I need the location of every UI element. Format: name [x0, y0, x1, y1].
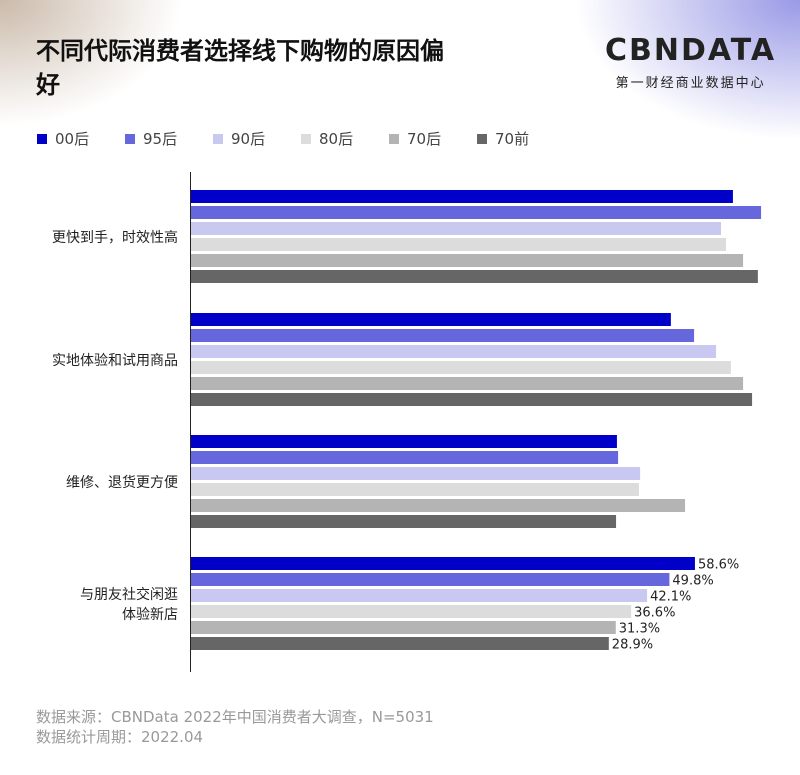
bar — [191, 499, 686, 512]
bar — [191, 377, 744, 390]
legend-item: 70后 — [389, 128, 477, 149]
bar — [191, 467, 641, 480]
bar — [191, 483, 639, 496]
legend-item: 80后 — [301, 128, 389, 149]
period-note: 数据统计周期：2022.04 — [36, 728, 204, 746]
bar — [191, 206, 762, 219]
bar — [191, 605, 632, 618]
legend-swatch — [301, 133, 311, 144]
legend-swatch — [37, 133, 47, 144]
cbndata-logo: CBNDATA 第一财经商业数据中心 — [605, 33, 777, 92]
bar — [191, 190, 733, 203]
category-label-line: 与朋友社交闲逛 — [80, 587, 178, 603]
bar — [191, 313, 671, 326]
data-label: 42.1% — [650, 590, 691, 605]
category-label-line: 更快到手，时效性高 — [52, 230, 178, 246]
bar — [191, 637, 609, 650]
logo-tagline: 第一财经商业数据中心 — [615, 76, 766, 91]
legend-label: 95后 — [143, 130, 178, 148]
source-note: 数据来源：CBNData 2022年中国消费者大调查，N=5031 — [36, 708, 434, 726]
legend: 00后 95后 90后 80后 70后 70前 — [37, 128, 565, 149]
bar — [191, 515, 617, 528]
bar — [191, 573, 670, 586]
bar — [191, 393, 753, 406]
legend-swatch — [213, 133, 223, 144]
bar — [191, 329, 695, 342]
legend-swatch — [477, 133, 487, 144]
bar — [191, 254, 744, 267]
bar — [191, 238, 726, 251]
category-label-line: 体验新店 — [122, 607, 178, 623]
data-label: 58.6% — [698, 558, 739, 573]
bar — [191, 345, 717, 358]
legend-item: 70前 — [477, 128, 565, 149]
legend-label: 70前 — [495, 130, 530, 148]
category-label: 更快到手，时效性高 — [52, 228, 178, 248]
footer: 数据来源：CBNData 2022年中国消费者大调查，N=5031 数据统计周期… — [36, 707, 434, 747]
bar — [191, 557, 695, 570]
category-label-line: 维修、退货更方便 — [66, 475, 178, 491]
category-label: 实地体验和试用商品 — [52, 351, 178, 371]
legend-swatch — [389, 133, 399, 144]
legend-label: 00后 — [55, 130, 90, 148]
bar — [191, 621, 616, 634]
legend-label: 70后 — [407, 130, 442, 148]
legend-item: 00后 — [37, 128, 125, 149]
bar — [191, 589, 648, 602]
logo-text: CBNDATA — [605, 33, 777, 68]
legend-swatch — [125, 133, 135, 144]
category-label: 与朋友社交闲逛体验新店 — [80, 585, 178, 625]
legend-item: 95后 — [125, 128, 213, 149]
data-label: 31.3% — [619, 622, 660, 637]
legend-item: 90后 — [213, 128, 301, 149]
bar — [191, 361, 731, 374]
category-label: 维修、退货更方便 — [66, 473, 178, 493]
data-label: 36.6% — [634, 606, 675, 621]
legend-label: 80后 — [319, 130, 354, 148]
bar — [191, 270, 758, 283]
data-label: 49.8% — [672, 574, 713, 589]
category-label-line: 实地体验和试用商品 — [52, 353, 178, 369]
data-label: 28.9% — [612, 638, 653, 653]
legend-label: 90后 — [231, 130, 266, 148]
bar — [191, 435, 617, 448]
bar — [191, 451, 619, 464]
chart-title: 不同代际消费者选择线下购物的原因偏好 — [36, 37, 444, 99]
bar — [191, 222, 722, 235]
